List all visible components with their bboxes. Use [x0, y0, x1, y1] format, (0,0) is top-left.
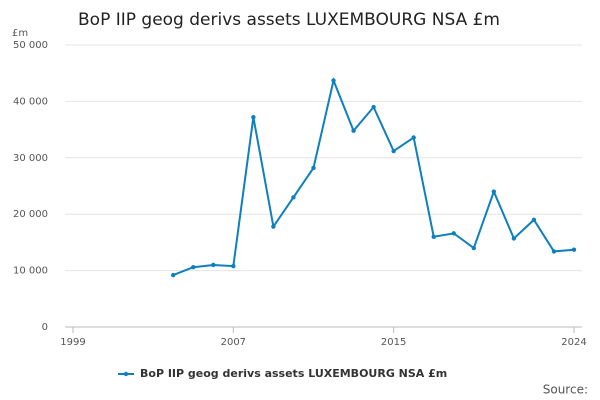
data-point [411, 135, 416, 140]
data-point [351, 128, 356, 133]
data-point [391, 148, 396, 154]
x-tick-label: 1999 [60, 337, 85, 348]
data-point [231, 263, 236, 269]
y-tick-label: 10 000 [13, 266, 48, 277]
x-tick-label: 2007 [221, 337, 246, 348]
y-unit: £m [12, 28, 28, 39]
data-point [511, 236, 517, 241]
y-tick-label: 40 000 [13, 96, 48, 107]
data-point [251, 114, 256, 120]
data-point [171, 272, 176, 278]
data-point [191, 265, 196, 270]
data-point [311, 165, 316, 171]
data-point [491, 189, 497, 194]
legend-symbol-dot [123, 371, 129, 377]
x-tick-label: 2015 [381, 337, 406, 348]
data-point [291, 195, 296, 200]
legend-label: BoP IIP geog derivs assets LUXEMBOURG NS… [140, 367, 447, 380]
data-point [331, 78, 336, 83]
data-point [531, 217, 537, 223]
chart-title: BoP IIP geog derivs assets LUXEMBOURG NS… [78, 10, 500, 30]
data-point [271, 224, 276, 229]
data-point [551, 249, 557, 254]
data-point [571, 247, 577, 252]
data-point [211, 262, 216, 268]
data-point [431, 234, 436, 239]
data-point [371, 104, 376, 110]
data-point [471, 245, 476, 251]
y-tick-label: 30 000 [13, 153, 48, 164]
data-point [451, 231, 456, 236]
x-tick-label: 2024 [561, 337, 586, 348]
y-tick-label: 50 000 [13, 40, 48, 51]
source: Source: [543, 383, 588, 397]
y-tick-label: 20 000 [13, 209, 48, 220]
y-tick-label: 0 [42, 322, 48, 333]
series-line [172, 77, 575, 277]
